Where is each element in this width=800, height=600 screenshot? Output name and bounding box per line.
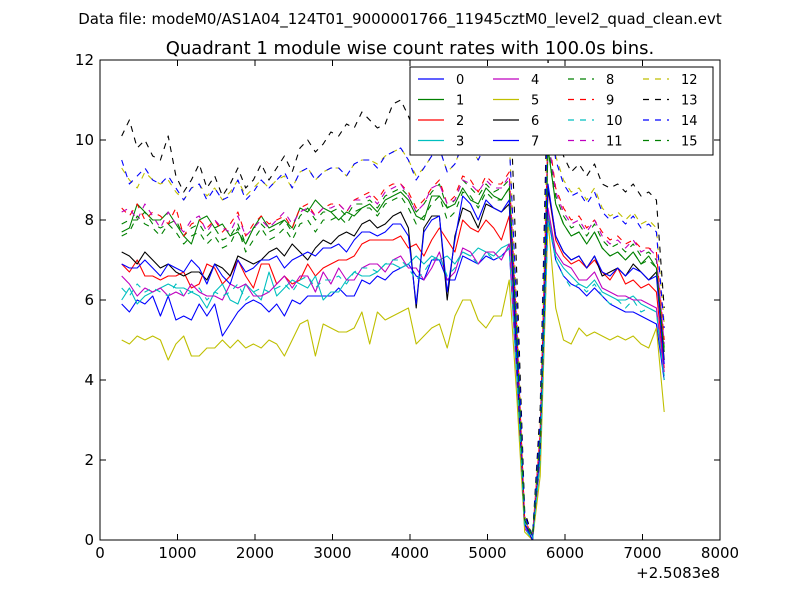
plot-frame: [99, 59, 721, 541]
y-tick-label: 4: [84, 371, 94, 389]
legend-label-12: 12: [681, 73, 698, 88]
x-tick-label: 8000: [701, 544, 739, 562]
figure-suptitle: Data file: modeM0/AS1A04_124T01_90000017…: [78, 10, 722, 29]
legend-label-10: 10: [606, 114, 623, 129]
series-line-11: [121, 135, 665, 537]
legend-label-14: 14: [681, 114, 698, 129]
y-tick-label: 6: [84, 291, 94, 309]
legend-label-8: 8: [606, 73, 614, 88]
axis-layer: 0 1000 2000 3000 4000 5000 6000 7000 80000246810…: [75, 51, 739, 562]
legend-label-7: 7: [531, 135, 539, 150]
legend-label-6: 6: [531, 114, 539, 129]
series-line-9: [121, 131, 665, 537]
x-tick-label: 1000: [158, 544, 196, 562]
series-line-15: [121, 147, 665, 537]
legend-label-2: 2: [456, 114, 464, 129]
legend-label-0: 0: [456, 73, 464, 88]
x-tick-label: 3000: [313, 544, 351, 562]
series-line-8: [121, 139, 665, 537]
x-offset-label: +2.5083e8: [636, 564, 720, 582]
legend-label-13: 13: [681, 94, 698, 109]
legend-label-4: 4: [531, 73, 539, 88]
y-tick-label: 12: [75, 51, 94, 69]
series-layer: [121, 60, 665, 540]
series-line-5: [121, 219, 665, 540]
y-tick-label: 10: [75, 131, 94, 149]
x-tick-label: 7000: [623, 544, 661, 562]
series-line-3: [121, 211, 665, 540]
x-tick-label: 0: [95, 544, 105, 562]
series-line-10: [121, 219, 665, 540]
legend-label-15: 15: [681, 135, 698, 150]
y-tick-label: 2: [84, 451, 94, 469]
y-tick-label: 0: [84, 531, 94, 549]
y-tick-label: 8: [84, 211, 94, 229]
legend-label-11: 11: [606, 135, 623, 150]
legend-frame: [409, 66, 714, 156]
series-line-2: [121, 187, 665, 540]
series-line-14: [121, 95, 665, 537]
x-tick-label: 6000: [546, 544, 584, 562]
x-tick-label: 2000: [236, 544, 274, 562]
series-line-1: [121, 147, 665, 537]
chart-title: Quadrant 1 module wise count rates with …: [166, 38, 655, 59]
x-tick-label: 5000: [468, 544, 506, 562]
series-line-0: [121, 215, 665, 540]
x-tick-label: 4000: [391, 544, 429, 562]
legend-label-5: 5: [531, 94, 539, 109]
series-line-7: [121, 183, 665, 540]
legend-label-3: 3: [456, 135, 464, 150]
legend-label-1: 1: [456, 94, 464, 109]
series-line-13: [121, 60, 665, 537]
legend-label-9: 9: [606, 94, 614, 109]
